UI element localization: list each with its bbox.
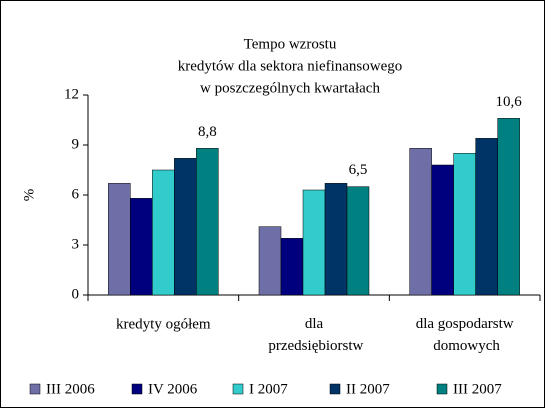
x-tick-label: kredyty ogółem [116, 316, 211, 332]
legend-label: III 2007 [453, 381, 502, 397]
bar [497, 118, 520, 296]
chart-title: kredytów dla sektora niefinansowego [178, 58, 403, 74]
legend-label: III 2006 [46, 381, 95, 397]
y-tick-label: 12 [64, 86, 79, 102]
legend-swatch [436, 383, 448, 395]
bar [152, 169, 175, 296]
bar [174, 158, 197, 296]
x-tick-label: dla gospodarstw domowych [416, 316, 514, 354]
bar [409, 148, 432, 296]
bar [475, 138, 498, 296]
legend-swatch [329, 383, 341, 395]
bar [302, 189, 326, 296]
bar [130, 198, 153, 296]
bar [324, 183, 348, 296]
chart-title: w poszczególnych kwartałach [200, 80, 380, 96]
y-axis-label: % [21, 189, 37, 202]
legend-swatch [29, 383, 41, 395]
bar [346, 186, 370, 296]
bar [108, 183, 131, 296]
bar [431, 164, 454, 296]
value-label: 10,6 [496, 94, 523, 110]
legend-label: I 2007 [249, 381, 288, 397]
y-tick-label: 0 [72, 286, 80, 302]
y-tick-label: 6 [72, 186, 80, 202]
legend-label: IV 2006 [148, 381, 198, 397]
value-label: 6,5 [349, 162, 368, 178]
chart-title: Tempo wzrostu [244, 36, 337, 52]
legend-swatch [131, 383, 143, 395]
bar [196, 148, 219, 296]
bar [453, 153, 476, 296]
y-tick-label: 9 [72, 136, 80, 152]
value-label: 8,8 [198, 124, 217, 140]
legend-label: II 2007 [346, 381, 390, 397]
bar [280, 238, 304, 296]
legend-swatch [232, 383, 244, 395]
x-tick-label: dla przedsiębiorstw [265, 316, 364, 354]
bar [258, 226, 282, 296]
y-tick-label: 3 [72, 236, 80, 252]
